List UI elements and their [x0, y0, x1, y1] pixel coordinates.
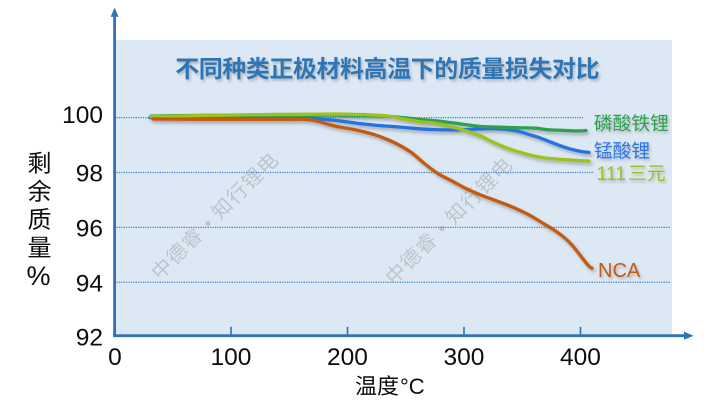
svg-text:400: 400 — [560, 344, 601, 371]
svg-text:0: 0 — [108, 344, 122, 371]
svg-text:NCA: NCA — [598, 260, 641, 282]
svg-text:92: 92 — [76, 325, 103, 352]
svg-text:300: 300 — [444, 344, 485, 371]
svg-text:111: 111 — [597, 163, 627, 185]
svg-text:98: 98 — [76, 161, 103, 188]
svg-text:100: 100 — [211, 344, 252, 371]
svg-text:96: 96 — [76, 216, 103, 243]
svg-text:%: % — [26, 261, 50, 291]
svg-text:100: 100 — [62, 102, 103, 129]
svg-text:200: 200 — [327, 344, 368, 371]
svg-text:°C: °C — [400, 374, 425, 399]
svg-text:94: 94 — [76, 271, 103, 298]
